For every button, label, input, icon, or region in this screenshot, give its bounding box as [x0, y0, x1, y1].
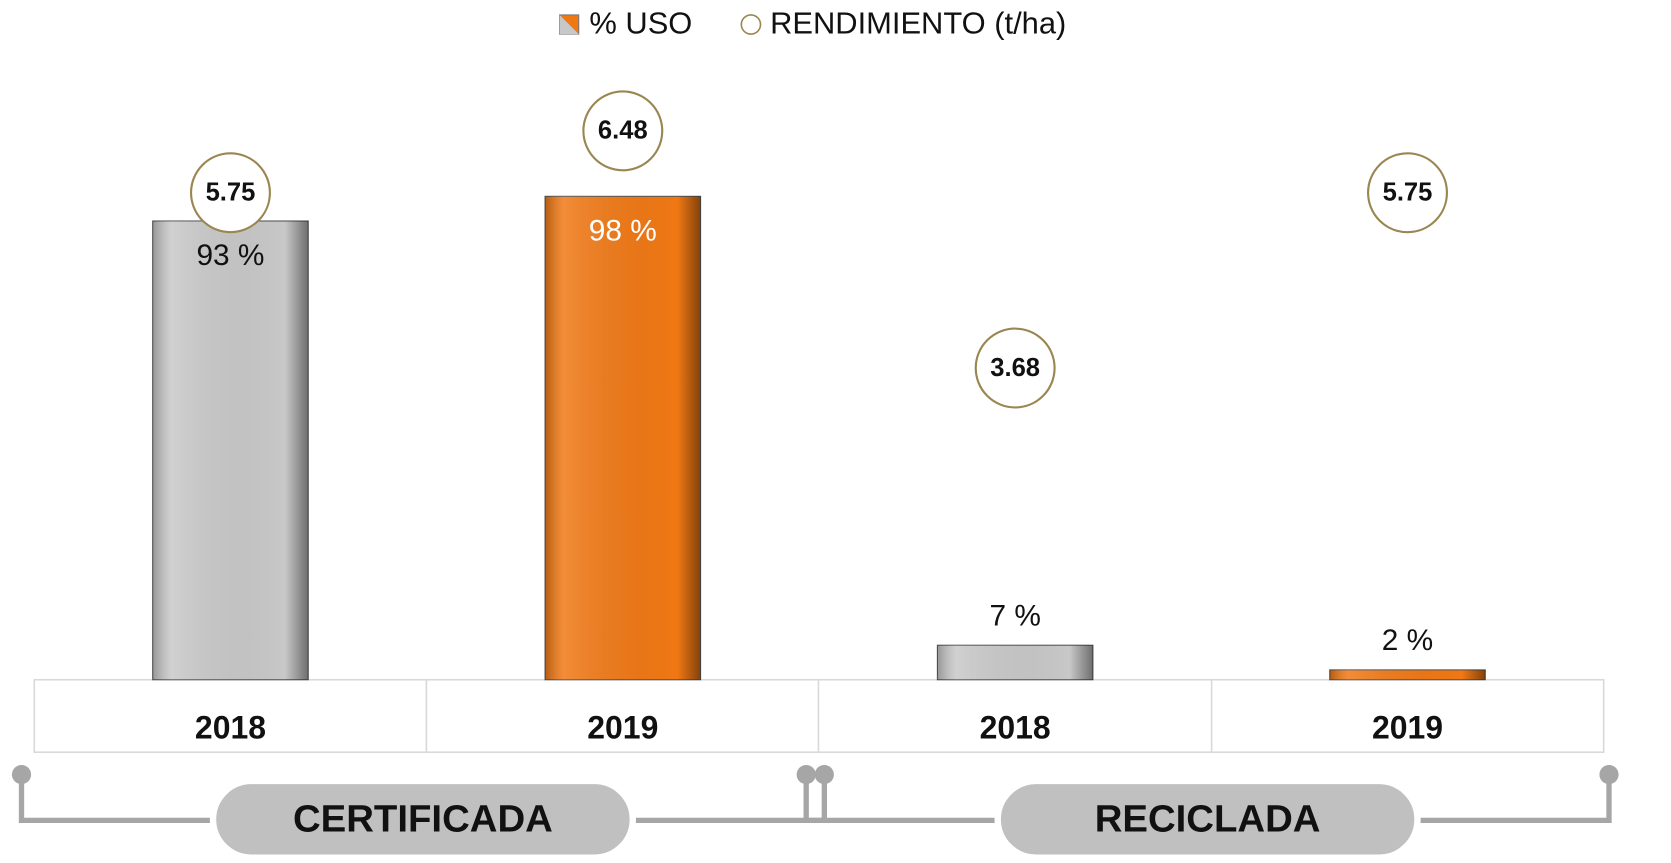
- x-tick-label: 2019: [587, 709, 658, 745]
- bracket-dot: [797, 765, 816, 784]
- value-label: 98 %: [589, 214, 657, 247]
- value-label: 93 %: [196, 239, 264, 272]
- value-label: 7 %: [989, 599, 1040, 632]
- bar-shade: [153, 221, 309, 680]
- x-tick-label: 2018: [195, 709, 266, 745]
- group-label: RECICLADA: [1095, 798, 1321, 841]
- bar-shade: [1330, 670, 1486, 680]
- page: % USO RENDIMIENTO (t/ha) 93 % 98 % 7 % 2 % 5.7…: [0, 0, 1671, 863]
- rendimiento-label: 5.75: [206, 179, 256, 207]
- rendimiento-label: 6.48: [598, 117, 648, 145]
- legend-label: RENDIMIENTO (t/ha): [770, 6, 1066, 41]
- x-tick-label: 2018: [980, 709, 1051, 745]
- legend-label: % USO: [589, 6, 692, 41]
- legend-marker: [741, 15, 760, 34]
- value-label: 2 %: [1382, 624, 1433, 657]
- rendimiento-label: 5.75: [1383, 179, 1433, 207]
- category-frame: [34, 680, 1603, 752]
- bracket-dot: [12, 765, 31, 784]
- bar-shade: [545, 196, 701, 679]
- group-label: CERTIFICADA: [293, 798, 553, 841]
- bracket-dot: [815, 765, 834, 784]
- bar-shade: [937, 645, 1093, 680]
- x-tick-label: 2019: [1372, 709, 1443, 745]
- rendimiento-label: 3.68: [990, 354, 1040, 382]
- bracket-dot: [1599, 765, 1618, 784]
- chart: % USO RENDIMIENTO (t/ha) 93 % 98 % 7 % 2 % 5.7…: [0, 0, 1671, 863]
